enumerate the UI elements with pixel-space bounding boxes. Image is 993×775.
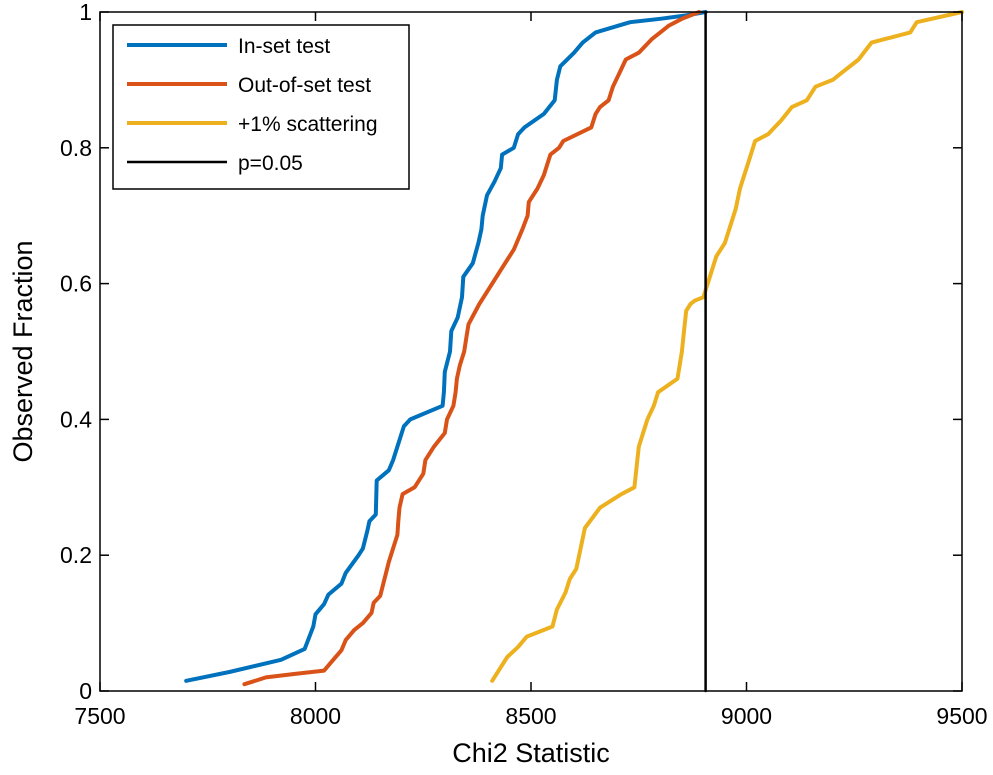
y-axis-label: Observed Fraction bbox=[8, 240, 38, 462]
y-tick-label: 0 bbox=[79, 678, 92, 704]
legend-label: In-set test bbox=[238, 35, 330, 58]
y-tick-label: 0.4 bbox=[60, 406, 92, 432]
x-tick-label: 9000 bbox=[721, 703, 772, 729]
x-tick-label: 8000 bbox=[290, 703, 341, 729]
series-line-in-set-test bbox=[184, 10, 708, 683]
y-tick-label: 1 bbox=[79, 0, 92, 25]
y-tick-label: 0.8 bbox=[60, 135, 92, 161]
x-tick-label: 9500 bbox=[936, 703, 987, 729]
legend: In-set test Out-of-set test +1% scattering… bbox=[112, 24, 410, 190]
series-line-1-scattering bbox=[490, 10, 964, 683]
x-tick-label: 7500 bbox=[74, 703, 125, 729]
ticks-layer: 7500 8000 8500 9000 9500 0 0.2 0.4 0.6 0.8 1 bbox=[60, 0, 988, 729]
legend-label: p=0.05 bbox=[238, 152, 303, 175]
legend-label: Out-of-set test bbox=[238, 74, 371, 97]
legend-label: +1% scattering bbox=[238, 113, 378, 136]
series-line-out-of-set-test bbox=[242, 10, 702, 687]
x-axis-label: Chi2 Statistic bbox=[452, 738, 610, 768]
y-tick-label: 0.2 bbox=[60, 542, 92, 568]
x-tick-label: 8500 bbox=[505, 703, 556, 729]
y-tick-label: 0.6 bbox=[60, 271, 92, 297]
series-layer bbox=[184, 10, 964, 693]
